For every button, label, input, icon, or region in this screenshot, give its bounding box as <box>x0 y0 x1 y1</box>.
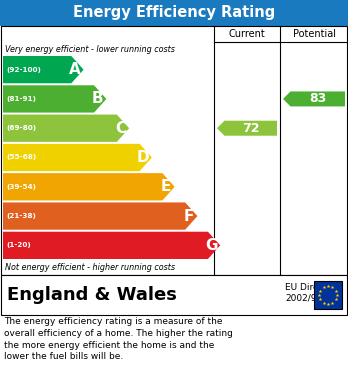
Text: (55-68): (55-68) <box>6 154 36 160</box>
Text: EU Directive
2002/91/EC: EU Directive 2002/91/EC <box>285 283 341 303</box>
Text: G: G <box>205 238 218 253</box>
Text: Not energy efficient - higher running costs: Not energy efficient - higher running co… <box>5 264 175 273</box>
Text: (1-20): (1-20) <box>6 242 31 248</box>
Text: Energy Efficiency Rating: Energy Efficiency Rating <box>73 5 275 20</box>
Text: C: C <box>115 121 126 136</box>
Text: (92-100): (92-100) <box>6 66 41 73</box>
Text: The energy efficiency rating is a measure of the
overall efficiency of a home. T: The energy efficiency rating is a measur… <box>4 317 233 361</box>
Text: E: E <box>161 179 171 194</box>
Polygon shape <box>217 121 277 136</box>
Text: B: B <box>92 91 104 106</box>
Polygon shape <box>283 91 345 106</box>
Text: (39-54): (39-54) <box>6 184 36 190</box>
Text: 83: 83 <box>309 92 326 106</box>
Text: Very energy efficient - lower running costs: Very energy efficient - lower running co… <box>5 45 175 54</box>
Polygon shape <box>3 173 175 201</box>
Text: England & Wales: England & Wales <box>7 286 177 304</box>
Text: F: F <box>184 208 194 224</box>
Polygon shape <box>3 115 129 142</box>
Bar <box>1 26 347 275</box>
Bar <box>1 275 347 315</box>
Text: A: A <box>69 62 81 77</box>
Polygon shape <box>3 56 84 83</box>
Bar <box>0 0 348 26</box>
Polygon shape <box>3 144 152 171</box>
Text: Potential: Potential <box>293 29 335 39</box>
Bar <box>314 281 342 309</box>
Polygon shape <box>3 203 197 230</box>
Text: Current: Current <box>229 29 266 39</box>
Text: (21-38): (21-38) <box>6 213 36 219</box>
Text: (81-91): (81-91) <box>6 96 36 102</box>
Text: (69-80): (69-80) <box>6 125 36 131</box>
Text: 72: 72 <box>242 122 260 135</box>
Text: D: D <box>137 150 150 165</box>
Polygon shape <box>3 85 106 113</box>
Polygon shape <box>3 232 220 259</box>
